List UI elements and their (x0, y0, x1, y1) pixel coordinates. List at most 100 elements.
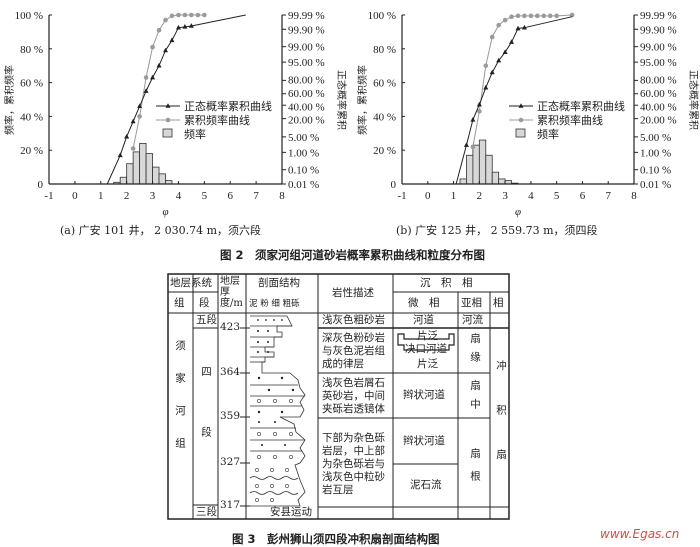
y-tick-label-right: 99.90 % (640, 24, 677, 36)
x-tick-label: 5 (554, 190, 560, 202)
cumulative-point (143, 75, 149, 80)
microfacies-braided-1: 辫状河道 (403, 389, 445, 401)
x-tick-label: 0 (425, 190, 431, 202)
cumulative-point (515, 13, 521, 19)
x-tick-label: 3 (502, 190, 508, 202)
facies-alluvial-fan: 冲积扇 (495, 360, 507, 494)
x-tick-label: 8 (279, 190, 285, 202)
header-lithology: 岩性描述 (332, 287, 374, 299)
y-tick-label-right: 5.00 % (640, 132, 671, 144)
header-subfacies: 亚相 (461, 297, 482, 309)
x-tick-label: 6 (227, 190, 233, 202)
header-strat-system: 地层系统 (170, 277, 212, 289)
member-3: 三段 (196, 506, 217, 518)
microfacies-debris-flow: 泥石流 (410, 479, 442, 491)
y-tick-label-right: 1.00 % (640, 147, 671, 159)
legend-cumulative-label: 累积频率曲线 (537, 113, 603, 127)
x-axis-label: φ (162, 206, 168, 218)
probability-point (509, 39, 515, 44)
probability-point (182, 24, 188, 29)
x-tick-label: 8 (631, 190, 637, 202)
cumulative-point (189, 12, 194, 18)
cumulative-point (522, 13, 527, 19)
y-tick-label-right: 60.00 % (640, 88, 677, 100)
x-tick-label: 2 (477, 190, 483, 202)
x-tick-label: -1 (397, 190, 406, 202)
y-tick-label-right: 99.00 % (288, 42, 325, 54)
thickness-327: 327 (220, 456, 241, 468)
x-tick-label: 7 (253, 190, 259, 202)
x-tick-label: 1 (98, 190, 104, 202)
figure-2-caption: 图 2 须家河组河道砂岩概率累积曲线和粒度分布图 (220, 248, 486, 262)
cumulative-point (547, 13, 553, 19)
legend-frequency-label: 频率 (537, 127, 559, 141)
probability-point (521, 24, 527, 30)
x-tick-label: 3 (150, 190, 156, 202)
probability-point (463, 142, 469, 147)
x-tick-label: 6 (580, 190, 586, 202)
x-tick-label: 2 (124, 190, 130, 202)
lithology-1: 浅灰色粗砂岩 (322, 314, 385, 326)
x-tick-label: 4 (528, 190, 534, 202)
cumulative-point (509, 14, 514, 19)
gravel-circles (255, 399, 293, 502)
cumulative-point (195, 12, 201, 18)
probability-point (489, 69, 495, 75)
x-tick-label: -1 (44, 190, 53, 202)
panel-b-caption: (b) 广安 125 井， 2 559.73 m，须四段 (396, 224, 598, 237)
microfacies-sheetflood-2: 片泛 (417, 358, 438, 370)
probability-point (137, 103, 143, 109)
y-axis-label-right: 正态概率累积 (687, 70, 700, 130)
cumulative-point (163, 17, 168, 23)
x-axis-label: φ (515, 206, 521, 218)
legend-frequency-label: 频率 (184, 127, 206, 141)
probability-point (502, 49, 508, 54)
header-thickness: 地层厚度/m (220, 276, 243, 309)
x-tick-label: 7 (605, 190, 611, 202)
y-tick-label-right: 95.00 % (640, 57, 677, 69)
probability-point (175, 24, 181, 30)
microfacies-braided-2: 辫状河道 (403, 435, 445, 447)
subfacies-fan-root: 扇根 (469, 448, 481, 493)
panel-a-caption: (a) 广安 101 井， 2 030.74 m，须六段 (60, 224, 262, 237)
y-tick-label-right: 99.00 % (640, 42, 677, 54)
cumulative-point (470, 144, 476, 150)
microfacies-sheetflood-1: 片泛 (417, 330, 438, 342)
microfacies-channel: 河道 (413, 314, 434, 326)
figure-3-caption: 图 3 彭州狮山须四段冲积扇剖面结构图 (232, 532, 440, 546)
thickness-359: 359 (220, 410, 241, 422)
subfacies-fan-margin: 扇缘 (469, 333, 481, 370)
probability-point (124, 133, 130, 139)
header-microfacies: 微 相 (408, 297, 440, 309)
cumulative-point (202, 12, 207, 18)
y-tick-label-right: 40.00 % (640, 101, 677, 113)
y-tick-label-right: 40.00 % (288, 101, 325, 113)
y-tick-label-right: 1.00 % (288, 147, 319, 159)
lithology-dots (257, 319, 295, 446)
y-tick-label-right: 0.10 % (288, 165, 319, 177)
cumulative-point (528, 13, 534, 19)
cumulative-point (176, 12, 181, 18)
y-tick-label-left: 40 % (20, 111, 43, 123)
member-4: 四段 (200, 366, 212, 487)
watermark: www.Egas.cn (600, 527, 680, 541)
cumulative-point (554, 13, 559, 19)
group-name: 须家河组 (174, 340, 186, 470)
cumulative-point (541, 13, 547, 19)
y-tick-label-right: 60.00 % (288, 88, 325, 100)
y-tick-label-right: 20.00 % (288, 115, 325, 127)
cumulative-point (182, 12, 188, 18)
cumulative-point (483, 63, 489, 68)
y-tick-label-left: 0 (38, 179, 44, 191)
y-tick-label-right: 99.99 % (288, 10, 325, 22)
probability-point (496, 57, 502, 63)
y-tick-label-left: 60 % (373, 78, 396, 90)
y-tick-label-left: 80 % (20, 44, 43, 56)
probability-point (130, 118, 136, 124)
legend-cumulative-marker (518, 117, 524, 123)
y-tick-label-left: 100 % (368, 10, 396, 22)
x-tick-label: 0 (72, 190, 78, 202)
